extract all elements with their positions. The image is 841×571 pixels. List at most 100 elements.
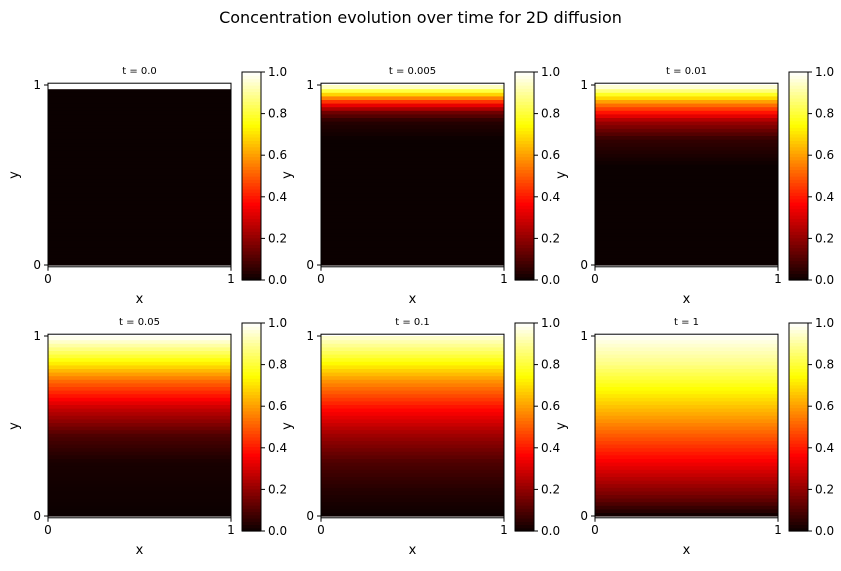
heatmap-cell <box>48 357 231 362</box>
x-tick-label: 0 <box>591 523 599 537</box>
colorbar-cell <box>789 169 808 174</box>
colorbar-tick-label: 0.2 <box>541 482 560 496</box>
heatmap-cell <box>48 103 231 108</box>
heatmap-cell <box>48 372 231 377</box>
heatmap-cell <box>48 458 231 463</box>
colorbar-cell <box>515 185 534 190</box>
heatmap-cell <box>48 404 231 409</box>
heatmap-cell <box>595 189 778 194</box>
heatmap-cell <box>48 465 231 470</box>
heatmap-cell <box>595 408 778 413</box>
colorbar-cell <box>789 111 808 115</box>
heatmap-cell <box>595 146 778 151</box>
heatmap-cell <box>595 229 778 234</box>
colorbar-cell <box>789 446 808 451</box>
x-tick-label: 0 <box>317 523 325 537</box>
colorbar-cell <box>515 137 534 141</box>
colorbar-cell <box>242 150 261 154</box>
heatmap-cell <box>595 243 778 248</box>
colorbar-cell <box>515 527 534 532</box>
colorbar-cell <box>789 273 808 278</box>
colorbar-cell <box>242 508 261 513</box>
heatmap-cell <box>321 462 504 467</box>
heatmap-cell <box>595 501 778 506</box>
heatmap-cell <box>321 142 504 147</box>
heatmap-cell <box>595 483 778 488</box>
colorbar-cell <box>242 329 261 334</box>
x-tick-label: 1 <box>227 272 235 286</box>
colorbar-cell <box>242 78 261 83</box>
heatmap-cell <box>595 458 778 463</box>
colorbar-cell <box>789 414 808 418</box>
colorbar-cell <box>515 195 534 200</box>
axes-frame <box>320 82 505 268</box>
heatmap-cell <box>48 229 231 234</box>
y-axis-label: y <box>554 171 569 179</box>
colorbar-cell <box>242 263 261 268</box>
colorbar-cell <box>789 250 808 255</box>
heatmap-cell <box>595 171 778 176</box>
colorbar-cell <box>242 466 261 470</box>
colorbar-cell <box>789 404 808 409</box>
heatmap-cell <box>321 379 504 384</box>
colorbar-cell <box>515 332 534 337</box>
colorbar-cell <box>789 375 808 379</box>
heatmap-cell <box>321 368 504 373</box>
heatmap-cell <box>48 350 231 355</box>
x-tick-label: 1 <box>774 272 782 286</box>
colorbar-cell <box>789 488 808 493</box>
colorbar-cell <box>242 524 261 529</box>
x-tick-label: 1 <box>774 523 782 537</box>
heatmap-cell <box>321 426 504 431</box>
heatmap-cell <box>595 498 778 503</box>
heatmap-cell <box>595 124 778 129</box>
heatmap-cell <box>595 149 778 154</box>
colorbar-cell <box>789 159 808 164</box>
colorbar-cell <box>789 391 808 396</box>
heatmap-cell <box>595 390 778 395</box>
x-tick-label: 1 <box>227 523 235 537</box>
colorbar-cell <box>515 150 534 154</box>
colorbar-cell <box>242 446 261 451</box>
colorbar-cell <box>515 215 534 219</box>
colorbar-cell <box>789 430 808 435</box>
heatmap-cell <box>321 494 504 499</box>
heatmap-cell <box>321 350 504 355</box>
colorbar-cell <box>789 368 808 373</box>
colorbar-gradient <box>515 323 534 532</box>
colorbar-gradient <box>789 323 808 532</box>
heatmap-cell <box>48 164 231 169</box>
heatmap-cell <box>595 440 778 445</box>
colorbar-cell <box>242 140 261 145</box>
colorbar-cell <box>242 514 261 519</box>
heatmap-cell <box>321 99 504 104</box>
colorbar-cell <box>515 159 534 164</box>
heatmap-cell <box>48 426 231 431</box>
colorbar-cell <box>515 237 534 242</box>
colorbar-cell <box>515 371 534 376</box>
heatmap-cell <box>595 364 778 369</box>
colorbar-cell <box>789 189 808 193</box>
heatmap-cell <box>595 346 778 351</box>
colorbar-cell <box>242 117 261 122</box>
colorbar-cell <box>242 98 261 102</box>
colorbar-cell <box>515 436 534 441</box>
colorbar-cell <box>789 117 808 122</box>
colorbar-cell <box>242 349 261 353</box>
heatmap-cell <box>321 343 504 348</box>
colorbar-cell <box>242 221 261 226</box>
colorbar-cell <box>789 270 808 275</box>
colorbar-cell <box>242 420 261 425</box>
y-axis-label: y <box>554 422 569 430</box>
colorbar-cell <box>789 352 808 357</box>
heatmap-cell <box>48 214 231 219</box>
colorbar-cell <box>789 78 808 83</box>
heatmap-cell <box>48 185 231 190</box>
heatmap-cell <box>595 236 778 241</box>
colorbar-cell <box>515 511 534 516</box>
heatmap-cell <box>321 92 504 97</box>
heatmap-cell <box>48 472 231 477</box>
colorbar-cell <box>515 224 534 229</box>
heatmap-cell <box>321 214 504 219</box>
colorbar-cell <box>515 218 534 223</box>
